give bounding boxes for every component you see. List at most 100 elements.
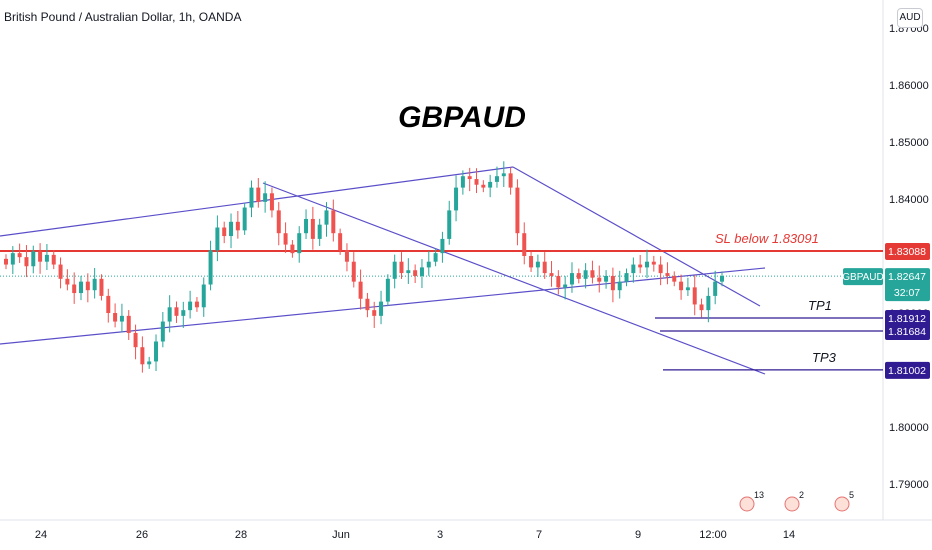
candle-body bbox=[194, 301, 199, 308]
current-price-label-box bbox=[885, 268, 930, 302]
y-tick-label: 1.80000 bbox=[889, 422, 929, 434]
candle-body bbox=[597, 277, 602, 282]
economic-event-count: 13 bbox=[754, 490, 764, 500]
candle-body bbox=[590, 270, 595, 278]
candle-body bbox=[344, 250, 349, 262]
candle-body bbox=[44, 254, 49, 262]
target-price-label-box bbox=[885, 361, 930, 379]
candle-body bbox=[535, 261, 540, 268]
countdown-label: 32:07 bbox=[894, 287, 920, 299]
candle-body bbox=[467, 176, 472, 180]
candle-body bbox=[406, 270, 411, 274]
candle-body bbox=[249, 187, 254, 208]
candle-body bbox=[692, 287, 697, 305]
candle-body bbox=[290, 244, 295, 254]
economic-event-count: 5 bbox=[849, 490, 854, 500]
target-price-label-box bbox=[885, 310, 930, 328]
candle-body bbox=[160, 321, 165, 342]
candle-body bbox=[365, 298, 370, 311]
candle-body bbox=[351, 261, 356, 282]
candle-body bbox=[556, 275, 561, 288]
sl-price-label: 1.83088 bbox=[888, 246, 926, 258]
economic-event-icon bbox=[784, 496, 800, 512]
candle-body bbox=[324, 210, 329, 225]
candle-body bbox=[583, 270, 588, 279]
candle-body bbox=[440, 238, 445, 254]
candle-body bbox=[419, 267, 424, 276]
candle-body bbox=[481, 184, 486, 188]
candle-body bbox=[454, 187, 459, 211]
target-label: TP3 bbox=[812, 350, 837, 365]
candle-body bbox=[569, 273, 574, 285]
candle-body bbox=[460, 176, 465, 188]
symbol-price-tag: GBPAUD bbox=[842, 272, 884, 283]
x-tick-label: 12:00 bbox=[699, 529, 727, 541]
candle-body bbox=[529, 256, 534, 268]
candle-body bbox=[92, 278, 97, 291]
symbol-title[interactable]: British Pound / Australian Dollar, 1h, O… bbox=[4, 10, 242, 24]
candle-body bbox=[338, 233, 343, 251]
candle-body bbox=[563, 284, 568, 288]
candle-body bbox=[413, 270, 418, 276]
target-price-label: 1.81912 bbox=[888, 313, 926, 325]
economic-event-count: 2 bbox=[799, 490, 804, 500]
candle-body bbox=[672, 275, 677, 282]
candle-body bbox=[17, 253, 22, 258]
economic-event-icon bbox=[739, 496, 755, 512]
candle-body bbox=[188, 301, 193, 311]
candle-body bbox=[99, 278, 104, 296]
candle-body bbox=[644, 261, 649, 268]
candle-body bbox=[624, 273, 629, 282]
candle-body bbox=[140, 347, 145, 365]
candle-body bbox=[235, 221, 240, 231]
candle-body bbox=[167, 307, 172, 322]
candle-body bbox=[317, 224, 322, 239]
candle-body bbox=[119, 315, 124, 322]
candle-body bbox=[222, 227, 227, 237]
candle-body bbox=[426, 261, 431, 268]
candle-body bbox=[297, 233, 302, 254]
candle-body bbox=[685, 287, 690, 291]
y-tick-label: 1.85000 bbox=[889, 137, 929, 149]
candle-body bbox=[201, 284, 206, 308]
candle-body bbox=[133, 332, 138, 348]
candle-body bbox=[617, 281, 622, 291]
candle-body bbox=[385, 278, 390, 302]
candle-body bbox=[65, 278, 70, 285]
x-tick-label: 26 bbox=[136, 529, 148, 541]
candle-body bbox=[331, 210, 336, 234]
candle-body bbox=[679, 281, 684, 291]
candle-body bbox=[208, 250, 213, 285]
x-tick-label: Jun bbox=[332, 529, 350, 541]
candle-body bbox=[181, 310, 186, 316]
stop-loss-label: SL below 1.83091 bbox=[715, 231, 819, 246]
economic-event-icon bbox=[834, 496, 850, 512]
candle-body bbox=[631, 264, 636, 274]
candle-body bbox=[720, 275, 724, 282]
y-tick-label: 1.79000 bbox=[889, 479, 929, 491]
currency-button[interactable]: AUD bbox=[897, 8, 923, 28]
candle-body bbox=[310, 218, 315, 239]
candle-body bbox=[10, 253, 15, 265]
candle-body bbox=[174, 307, 179, 316]
candle-body bbox=[699, 304, 704, 311]
candle-body bbox=[542, 261, 547, 274]
chart-title: GBPAUD bbox=[398, 101, 526, 134]
candle-body bbox=[358, 281, 363, 299]
candle-body bbox=[126, 315, 131, 333]
candle-body bbox=[51, 254, 56, 265]
candle-body bbox=[706, 295, 711, 311]
candle-body bbox=[515, 187, 520, 234]
candle-body bbox=[433, 253, 438, 262]
candle-body bbox=[106, 295, 111, 313]
candle-body bbox=[113, 313, 118, 322]
candle-body bbox=[549, 273, 554, 276]
candle-body bbox=[24, 257, 29, 267]
candle-body bbox=[610, 275, 615, 291]
candle-body bbox=[508, 173, 513, 188]
candle-body bbox=[474, 179, 479, 185]
candle-body bbox=[276, 210, 281, 234]
candle-body bbox=[658, 264, 663, 274]
candle-body bbox=[283, 233, 288, 245]
